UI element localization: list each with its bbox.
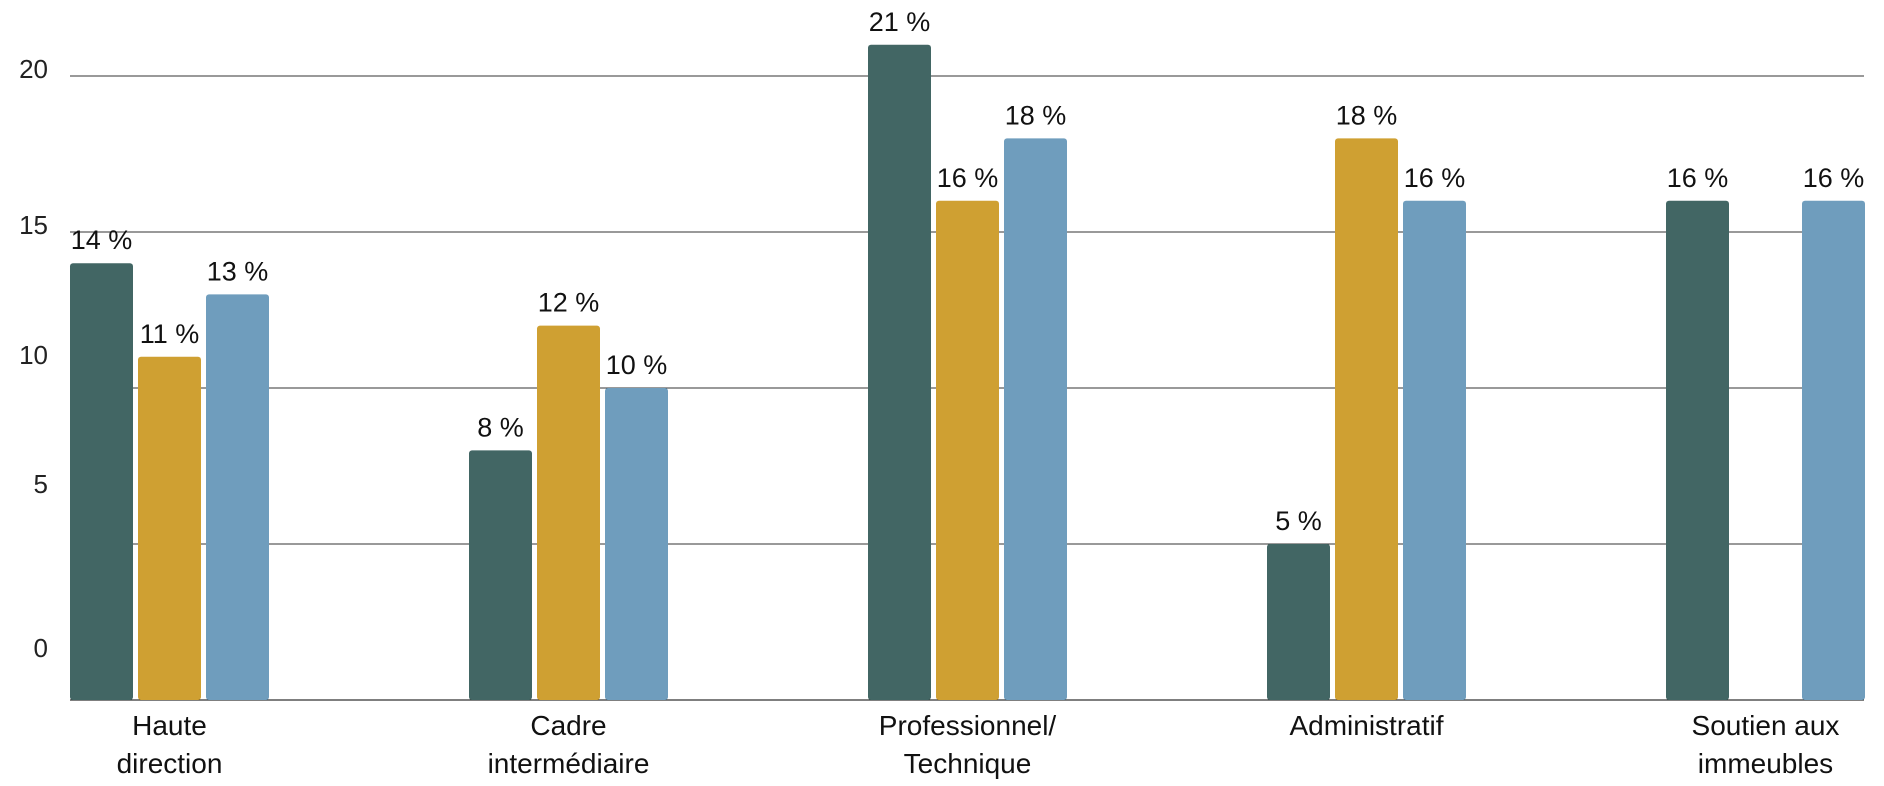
y-axis-ticks: 0 5 10 15 20 <box>19 54 48 663</box>
data-label: 13 % <box>207 256 269 286</box>
y-tick-label: 10 <box>19 340 48 370</box>
bar <box>537 325 600 700</box>
bar <box>70 263 133 700</box>
bar <box>1802 200 1865 701</box>
bar <box>1335 138 1398 700</box>
bar <box>206 294 269 700</box>
bar <box>936 200 999 701</box>
data-label: 10 % <box>606 350 668 380</box>
data-label: 14 % <box>71 225 133 255</box>
bar <box>1004 138 1067 700</box>
data-label: 18 % <box>1336 100 1398 130</box>
bar <box>605 388 668 700</box>
data-label: 18 % <box>1005 100 1067 130</box>
data-label: 11 % <box>140 319 200 349</box>
data-label: 21 % <box>869 7 931 37</box>
category-label: Administratif <box>1289 710 1443 741</box>
data-label: 12 % <box>538 288 600 318</box>
bar <box>868 44 931 701</box>
category-label: Haute <box>132 710 207 741</box>
category-label: Technique <box>904 748 1032 779</box>
y-tick-label: 5 <box>34 469 48 499</box>
category-label: intermédiaire <box>488 748 650 779</box>
category-label: Soutien aux <box>1692 710 1840 741</box>
data-labels: 14 % 8 % 21 % 5 % 16 % 11 % 12 % 16 % 18 % 13 % 10… <box>71 7 1865 536</box>
data-label: 16 % <box>1803 163 1865 193</box>
bar <box>1403 200 1466 701</box>
data-label: 16 % <box>1667 163 1729 193</box>
data-label: 16 % <box>1404 163 1466 193</box>
bar <box>1666 200 1729 701</box>
data-label: 8 % <box>477 412 524 442</box>
bars <box>70 44 1865 701</box>
x-axis-categories: Haute direction Cadre intermédiaire Professi… <box>117 710 1840 779</box>
y-tick-label: 20 <box>19 54 48 84</box>
bar <box>138 356 201 700</box>
bar <box>469 450 532 700</box>
data-label: 5 % <box>1275 506 1322 536</box>
data-label: 16 % <box>937 163 999 193</box>
category-label: direction <box>117 748 223 779</box>
category-label: Professionnel/ <box>879 710 1057 741</box>
category-label: immeubles <box>1698 748 1833 779</box>
y-tick-label: 0 <box>34 633 48 663</box>
y-tick-label: 15 <box>19 210 48 240</box>
bar <box>1267 544 1330 700</box>
category-label: Cadre <box>530 710 606 741</box>
